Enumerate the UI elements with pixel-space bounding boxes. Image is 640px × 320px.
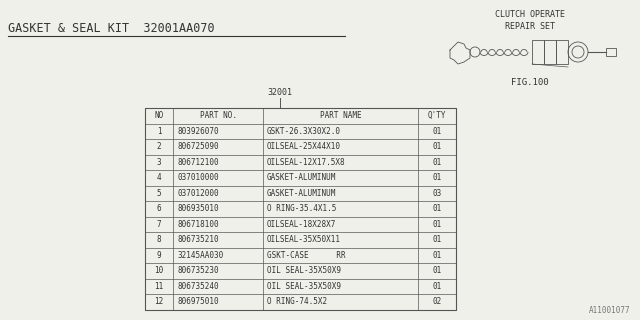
Text: NO: NO — [154, 111, 164, 120]
Text: 01: 01 — [433, 127, 442, 136]
Text: 3: 3 — [157, 158, 161, 167]
Text: 32001: 32001 — [268, 88, 292, 97]
Text: 806718100: 806718100 — [177, 220, 219, 229]
Text: 4: 4 — [157, 173, 161, 182]
Text: 01: 01 — [433, 173, 442, 182]
Text: PART NAME: PART NAME — [320, 111, 362, 120]
Text: 806735240: 806735240 — [177, 282, 219, 291]
Bar — [532, 40, 544, 64]
Text: 037010000: 037010000 — [177, 173, 219, 182]
Text: 01: 01 — [433, 251, 442, 260]
Text: 12: 12 — [154, 297, 164, 306]
Text: 01: 01 — [433, 220, 442, 229]
Bar — [145, 108, 456, 309]
Text: FIG.100: FIG.100 — [511, 78, 549, 87]
Text: 806735210: 806735210 — [177, 235, 219, 244]
Text: 806735230: 806735230 — [177, 266, 219, 275]
Bar — [556, 40, 568, 64]
Text: 01: 01 — [433, 204, 442, 213]
Text: 806935010: 806935010 — [177, 204, 219, 213]
Text: 10: 10 — [154, 266, 164, 275]
Text: A11001077: A11001077 — [588, 306, 630, 315]
Bar — [544, 40, 556, 64]
Text: OIL SEAL-35X50X9: OIL SEAL-35X50X9 — [267, 282, 341, 291]
Bar — [606, 48, 616, 56]
Text: 11: 11 — [154, 282, 164, 291]
Text: 01: 01 — [433, 142, 442, 151]
Text: OILSEAL-12X17.5X8: OILSEAL-12X17.5X8 — [267, 158, 346, 167]
Text: 8: 8 — [157, 235, 161, 244]
Text: PART NO.: PART NO. — [200, 111, 237, 120]
Text: 806725090: 806725090 — [177, 142, 219, 151]
Text: 5: 5 — [157, 189, 161, 198]
Text: GASKET-ALUMINUM: GASKET-ALUMINUM — [267, 173, 337, 182]
Text: 1: 1 — [157, 127, 161, 136]
Text: CLUTCH OPERATE
REPAIR SET: CLUTCH OPERATE REPAIR SET — [495, 10, 565, 31]
Text: 01: 01 — [433, 158, 442, 167]
Text: 01: 01 — [433, 266, 442, 275]
Text: OIL SEAL-35X50X9: OIL SEAL-35X50X9 — [267, 266, 341, 275]
Text: 803926070: 803926070 — [177, 127, 219, 136]
Text: 02: 02 — [433, 297, 442, 306]
Text: 32145AA030: 32145AA030 — [177, 251, 223, 260]
Text: O RING-35.4X1.5: O RING-35.4X1.5 — [267, 204, 337, 213]
Text: 806975010: 806975010 — [177, 297, 219, 306]
Text: GSKT-26.3X30X2.0: GSKT-26.3X30X2.0 — [267, 127, 341, 136]
Text: GASKET-ALUMINUM: GASKET-ALUMINUM — [267, 189, 337, 198]
Text: OILSEAL-25X44X10: OILSEAL-25X44X10 — [267, 142, 341, 151]
Text: 9: 9 — [157, 251, 161, 260]
Text: 01: 01 — [433, 235, 442, 244]
Text: 03: 03 — [433, 189, 442, 198]
Text: O RING-74.5X2: O RING-74.5X2 — [267, 297, 327, 306]
Text: OILSEAL-35X50X11: OILSEAL-35X50X11 — [267, 235, 341, 244]
Text: GSKT-CASE      RR: GSKT-CASE RR — [267, 251, 346, 260]
Text: 806712100: 806712100 — [177, 158, 219, 167]
Text: 2: 2 — [157, 142, 161, 151]
Text: 7: 7 — [157, 220, 161, 229]
Text: 6: 6 — [157, 204, 161, 213]
Text: 01: 01 — [433, 282, 442, 291]
Text: Q'TY: Q'TY — [428, 111, 446, 120]
Text: OILSEAL-18X28X7: OILSEAL-18X28X7 — [267, 220, 337, 229]
Text: GASKET & SEAL KIT  32001AA070: GASKET & SEAL KIT 32001AA070 — [8, 22, 214, 35]
Text: 037012000: 037012000 — [177, 189, 219, 198]
